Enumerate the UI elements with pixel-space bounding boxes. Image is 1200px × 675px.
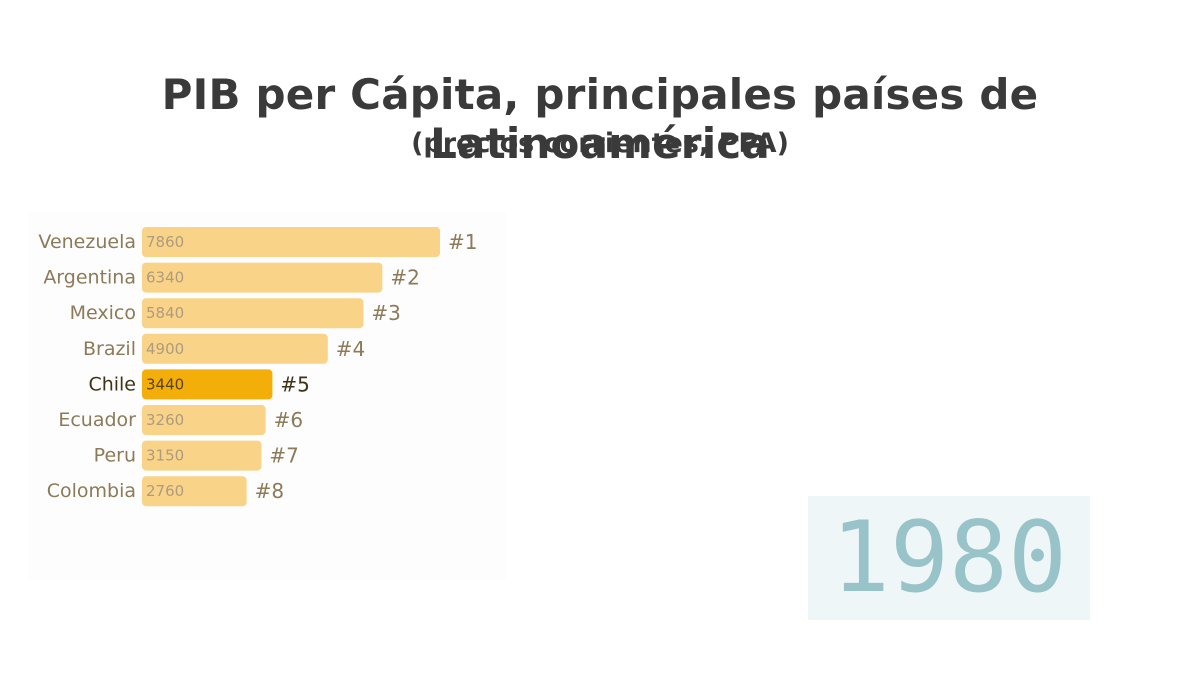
value-label-ecuador: 3260 [146,411,184,429]
category-label-venezuela: Venezuela [38,231,136,253]
chart-panel: Venezuela 7860 #1 Argentina 6340 #2 Mexico 5840… [28,212,506,580]
bar-chart: Venezuela 7860 #1 Argentina 6340 #2 Mexico 5840… [38,227,477,507]
rank-label-colombia: #8 [255,479,284,503]
bar-ecuador [142,405,266,435]
year-label: 1980 [830,501,1067,615]
bar-venezuela [142,227,440,257]
category-label-ecuador: Ecuador [58,409,136,431]
bar-peru [142,440,262,471]
bar-mexico [142,298,364,329]
category-label-brazil: Brazil [83,338,136,360]
category-label-peru: Peru [94,445,136,467]
rank-label-mexico: #3 [371,301,400,325]
value-label-mexico: 5840 [146,304,184,322]
bar-brazil [142,333,328,364]
value-label-argentina: 6340 [146,269,184,287]
value-label-chile: 3440 [146,375,184,393]
rank-label-venezuela: #1 [448,230,477,254]
rank-label-chile: #5 [280,372,309,396]
value-label-peru: 3150 [146,447,184,465]
value-label-venezuela: 7860 [146,233,184,251]
value-label-brazil: 4900 [146,340,184,358]
category-label-chile: Chile [88,373,136,395]
category-label-argentina: Argentina [43,267,136,289]
bar-argentina [142,262,383,293]
bar-colombia [142,476,247,507]
rank-label-argentina: #2 [390,266,419,290]
value-label-colombia: 2760 [146,482,184,500]
rank-label-peru: #7 [269,444,298,468]
rank-label-brazil: #4 [336,337,365,361]
chart-title: PIB per Cápita, principales países de La… [161,70,1039,168]
category-label-colombia: Colombia [47,480,136,502]
category-label-mexico: Mexico [70,302,136,324]
rank-label-ecuador: #6 [274,408,303,432]
year-panel: 1980 [808,496,1090,620]
chart-subtitle: (precios corrientes, PPA) [411,128,789,159]
bar-chile [142,369,273,400]
